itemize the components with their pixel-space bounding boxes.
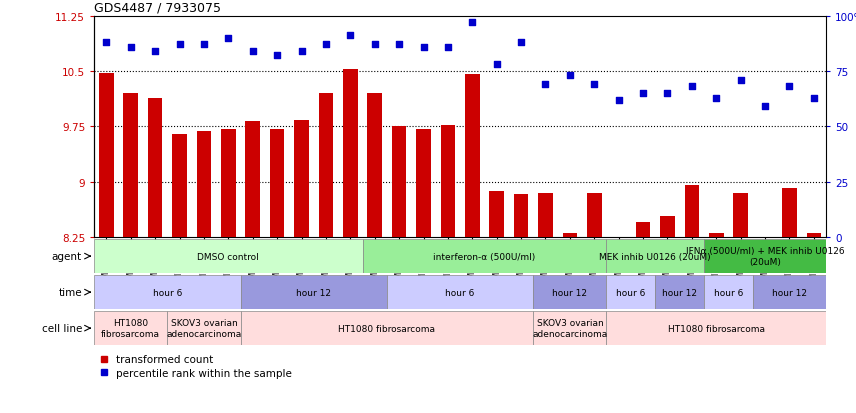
- Point: [246, 49, 259, 55]
- Point: [563, 73, 577, 79]
- Text: hour 6: hour 6: [445, 288, 475, 297]
- Text: SKOV3 ovarian
adenocarcinoma: SKOV3 ovarian adenocarcinoma: [166, 319, 241, 338]
- Bar: [94, 311, 168, 345]
- Bar: [241, 311, 533, 345]
- Point: [417, 44, 431, 51]
- Point: [124, 44, 138, 51]
- Bar: [416, 129, 431, 237]
- Point: [490, 62, 503, 69]
- Bar: [704, 240, 826, 273]
- Point: [173, 42, 187, 49]
- Point: [99, 40, 113, 46]
- Bar: [148, 99, 163, 237]
- Text: agent: agent: [52, 252, 82, 261]
- Text: interferon-α (500U/ml): interferon-α (500U/ml): [433, 252, 536, 261]
- Bar: [441, 126, 455, 237]
- Bar: [734, 194, 748, 237]
- Text: hour 12: hour 12: [772, 288, 807, 297]
- Text: DMSO control: DMSO control: [198, 252, 259, 261]
- Point: [758, 104, 772, 110]
- Point: [148, 49, 162, 55]
- Text: hour 6: hour 6: [714, 288, 743, 297]
- Bar: [465, 75, 479, 237]
- Point: [782, 84, 796, 90]
- Bar: [172, 134, 187, 237]
- Point: [466, 20, 479, 26]
- Bar: [514, 195, 528, 237]
- Text: HT1080 fibrosarcoma: HT1080 fibrosarcoma: [338, 324, 436, 333]
- Bar: [606, 275, 656, 309]
- Bar: [367, 94, 382, 237]
- Bar: [94, 275, 241, 309]
- Bar: [636, 223, 651, 237]
- Point: [441, 44, 455, 51]
- Point: [587, 82, 601, 88]
- Point: [270, 53, 284, 59]
- Bar: [362, 240, 606, 273]
- Bar: [704, 275, 753, 309]
- Point: [710, 95, 723, 102]
- Point: [685, 84, 698, 90]
- Point: [392, 42, 406, 49]
- Text: hour 12: hour 12: [663, 288, 697, 297]
- Bar: [123, 94, 138, 237]
- Bar: [538, 193, 553, 237]
- Bar: [294, 120, 309, 237]
- Text: hour 12: hour 12: [552, 288, 587, 297]
- Point: [222, 36, 235, 42]
- Text: hour 6: hour 6: [152, 288, 182, 297]
- Text: hour 12: hour 12: [296, 288, 331, 297]
- Bar: [221, 129, 235, 237]
- Bar: [606, 240, 704, 273]
- Bar: [562, 234, 577, 237]
- Point: [294, 49, 308, 55]
- Point: [514, 40, 528, 46]
- Bar: [782, 189, 797, 237]
- Point: [636, 90, 650, 97]
- Bar: [392, 126, 407, 237]
- Bar: [246, 122, 260, 237]
- Point: [197, 42, 211, 49]
- Bar: [533, 311, 606, 345]
- Bar: [241, 275, 387, 309]
- Bar: [197, 132, 211, 237]
- Bar: [656, 275, 704, 309]
- Bar: [270, 129, 284, 237]
- Bar: [343, 70, 358, 237]
- Text: SKOV3 ovarian
adenocarcinoma: SKOV3 ovarian adenocarcinoma: [532, 319, 608, 338]
- Text: HT1080 fibrosarcoma: HT1080 fibrosarcoma: [668, 324, 764, 333]
- Point: [661, 90, 675, 97]
- Text: hour 6: hour 6: [616, 288, 645, 297]
- Bar: [660, 217, 675, 237]
- Point: [538, 82, 552, 88]
- Bar: [168, 311, 241, 345]
- Point: [343, 33, 357, 40]
- Bar: [94, 240, 362, 273]
- Point: [734, 77, 747, 84]
- Point: [807, 95, 821, 102]
- Text: time: time: [58, 287, 82, 297]
- Text: MEK inhib U0126 (20uM): MEK inhib U0126 (20uM): [599, 252, 711, 261]
- Bar: [587, 193, 602, 237]
- Text: GDS4487 / 7933075: GDS4487 / 7933075: [94, 1, 221, 14]
- Point: [368, 42, 382, 49]
- Bar: [709, 234, 723, 237]
- Text: cell line: cell line: [42, 323, 82, 333]
- Point: [319, 42, 333, 49]
- Text: IFNα (500U/ml) + MEK inhib U0126
(20uM): IFNα (500U/ml) + MEK inhib U0126 (20uM): [686, 247, 844, 266]
- Bar: [806, 234, 821, 237]
- Bar: [685, 186, 699, 237]
- Bar: [753, 275, 826, 309]
- Bar: [318, 94, 333, 237]
- Bar: [99, 74, 114, 237]
- Bar: [606, 311, 826, 345]
- Point: [612, 97, 626, 104]
- Legend: transformed count, percentile rank within the sample: transformed count, percentile rank withi…: [99, 355, 292, 377]
- Bar: [533, 275, 606, 309]
- Bar: [387, 275, 533, 309]
- Text: HT1080
fibrosarcoma: HT1080 fibrosarcoma: [101, 319, 160, 338]
- Bar: [490, 191, 504, 237]
